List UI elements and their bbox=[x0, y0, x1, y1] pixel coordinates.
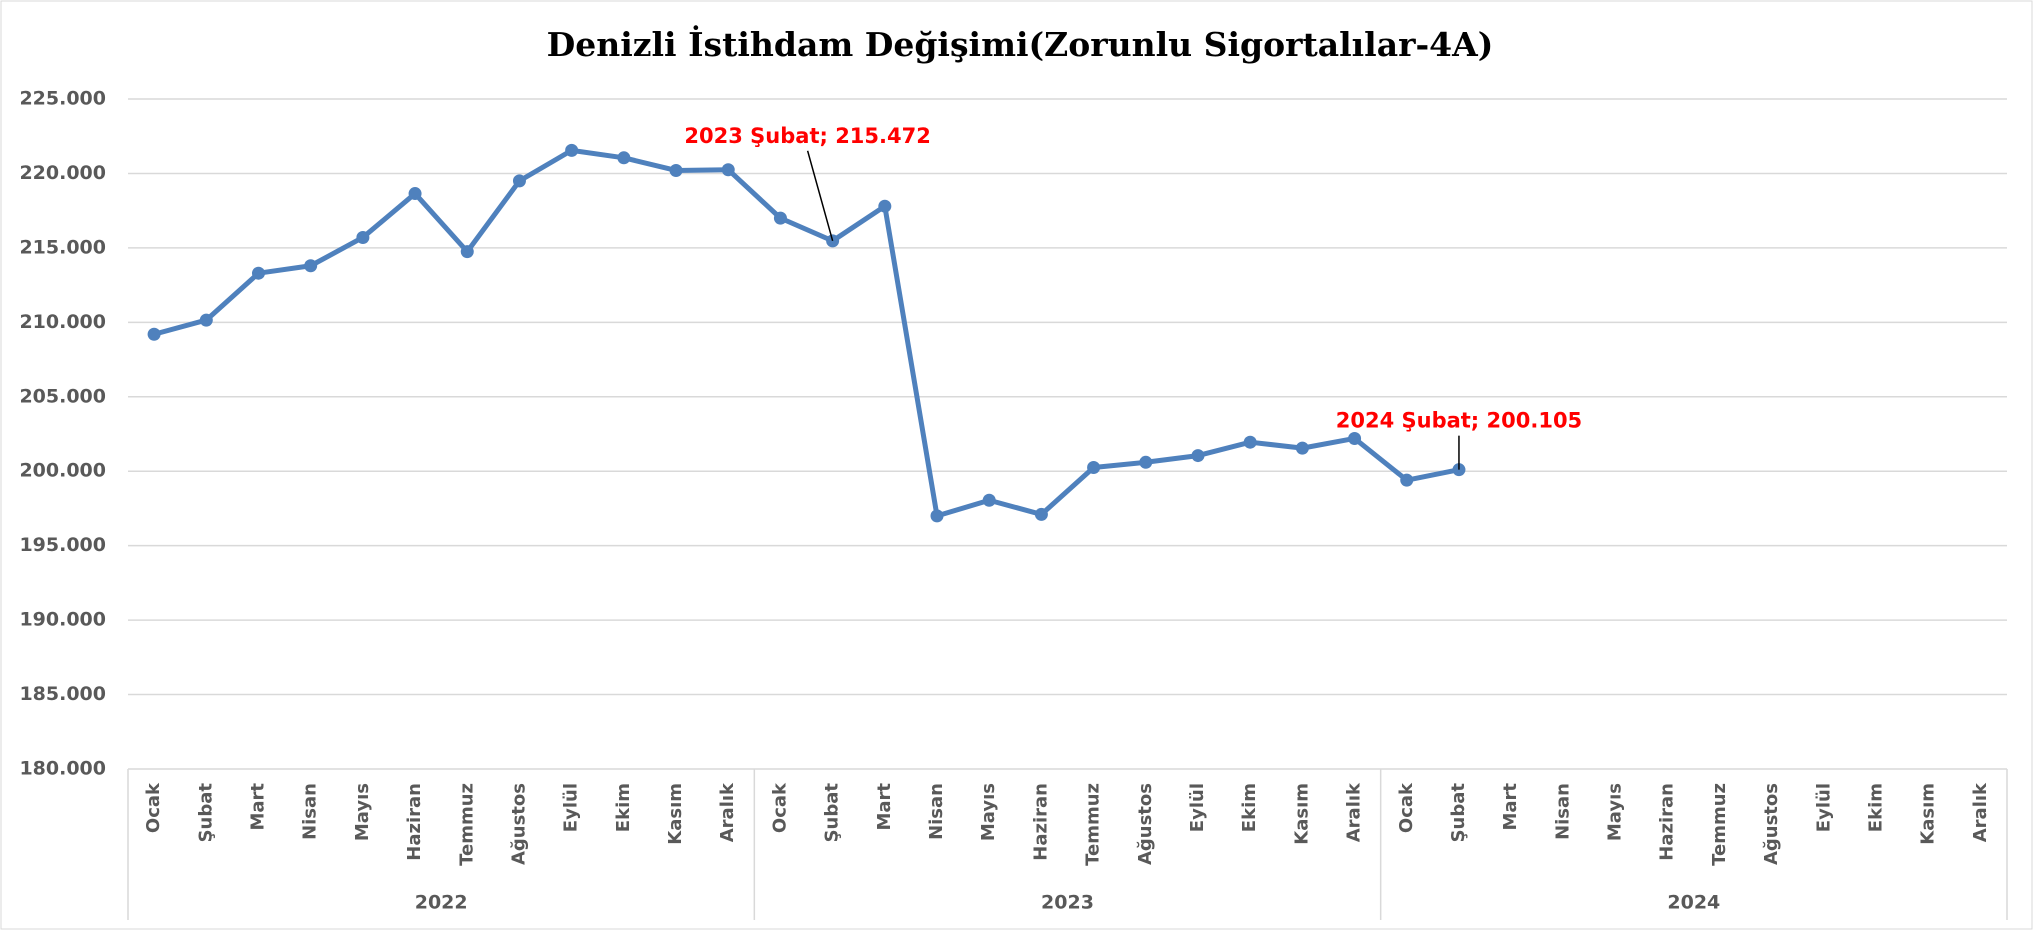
x-tick-label: Eylül bbox=[1813, 783, 1834, 832]
x-tick-label: Mayıs bbox=[978, 783, 999, 841]
x-tick-label: Kasım bbox=[1918, 783, 1939, 845]
x-tick-label: Eylül bbox=[561, 783, 582, 832]
x-tick-label: Şubat bbox=[1448, 783, 1469, 843]
data-point bbox=[199, 313, 213, 327]
x-tick-label: Nisan bbox=[1552, 783, 1573, 840]
chart-title: Denizli İstihdam Değişimi(Zorunlu Sigort… bbox=[547, 24, 1494, 64]
data-point bbox=[251, 266, 265, 280]
group-label: 2022 bbox=[415, 892, 468, 914]
data-point bbox=[721, 163, 735, 177]
data-label: 2023 Şubat; 215.472 bbox=[684, 124, 930, 148]
x-tick-label: Haziran bbox=[404, 783, 425, 861]
x-tick-label: Mayıs bbox=[1605, 783, 1626, 841]
data-point bbox=[512, 174, 526, 188]
y-tick-label: 210.000 bbox=[19, 311, 106, 333]
x-tick-label: Nisan bbox=[300, 783, 321, 840]
data-point bbox=[565, 143, 579, 157]
x-tick-label: Kasım bbox=[665, 783, 686, 845]
data-point bbox=[356, 230, 370, 244]
series-line bbox=[153, 147, 1460, 519]
x-tick-label: Mart bbox=[1500, 783, 1521, 831]
data-point bbox=[1034, 507, 1048, 521]
data-point bbox=[930, 509, 944, 523]
data-point bbox=[878, 199, 892, 213]
group-label: 2024 bbox=[1667, 892, 1720, 914]
data-point bbox=[1243, 435, 1257, 449]
y-tick-label: 185.000 bbox=[19, 683, 106, 705]
data-point bbox=[1348, 431, 1362, 445]
x-tick-label: Ekim bbox=[613, 783, 634, 832]
x-tick-label: Aralık bbox=[717, 782, 738, 842]
y-tick-label: 225.000 bbox=[19, 88, 106, 110]
x-tick-label: Mart bbox=[247, 783, 268, 831]
data-point bbox=[1087, 461, 1101, 474]
group-label: 2023 bbox=[1041, 892, 1094, 914]
y-tick-label: 190.000 bbox=[19, 609, 106, 631]
leader-line bbox=[806, 150, 834, 242]
x-tick-label: Eylül bbox=[1187, 783, 1208, 832]
x-tick-label: Aralık bbox=[1344, 782, 1365, 842]
data-point bbox=[304, 259, 318, 273]
data-point bbox=[773, 211, 787, 225]
x-tick-label: Aralık bbox=[1970, 782, 1991, 842]
data-point bbox=[147, 327, 161, 341]
x-tick-label: Haziran bbox=[1657, 783, 1678, 861]
data-label: 2024 Şubat; 200.105 bbox=[1336, 409, 1582, 433]
x-tick-label: Kasım bbox=[1291, 783, 1312, 845]
data-point bbox=[1400, 473, 1414, 487]
x-tick-label: Mayıs bbox=[352, 783, 373, 841]
x-tick-label: Temmuz bbox=[456, 783, 477, 866]
x-tick-label: Şubat bbox=[195, 783, 216, 843]
x-tick-label: Temmuz bbox=[1083, 783, 1104, 866]
x-tick-label: Ocak bbox=[769, 782, 790, 833]
x-tick-label: Ocak bbox=[143, 782, 164, 833]
x-tick-label: Ocak bbox=[1396, 782, 1417, 833]
x-tick-label: Ekim bbox=[1866, 783, 1887, 832]
x-tick-label: Ağustos bbox=[508, 783, 529, 865]
x-tick-label: Temmuz bbox=[1709, 783, 1730, 866]
data-point bbox=[982, 493, 996, 507]
data-point bbox=[669, 163, 683, 177]
y-tick-label: 215.000 bbox=[19, 236, 106, 258]
x-tick-label: Ağustos bbox=[1135, 783, 1156, 865]
y-tick-label: 195.000 bbox=[19, 534, 106, 556]
data-point bbox=[408, 187, 422, 201]
y-tick-label: 180.000 bbox=[19, 758, 106, 780]
data-point bbox=[460, 245, 474, 259]
x-tick-label: Haziran bbox=[1030, 783, 1051, 861]
x-tick-label: Şubat bbox=[822, 783, 843, 843]
data-point bbox=[617, 151, 631, 165]
y-tick-label: 200.000 bbox=[19, 460, 106, 482]
data-point bbox=[1295, 441, 1309, 455]
y-tick-label: 220.000 bbox=[19, 162, 106, 184]
x-tick-label: Ekim bbox=[1239, 783, 1260, 832]
y-tick-label: 205.000 bbox=[19, 385, 106, 407]
x-tick-label: Ağustos bbox=[1761, 783, 1782, 865]
x-tick-label: Mart bbox=[874, 783, 895, 831]
data-point bbox=[1191, 449, 1205, 463]
x-tick-label: Nisan bbox=[926, 783, 947, 840]
data-point bbox=[1139, 455, 1153, 469]
